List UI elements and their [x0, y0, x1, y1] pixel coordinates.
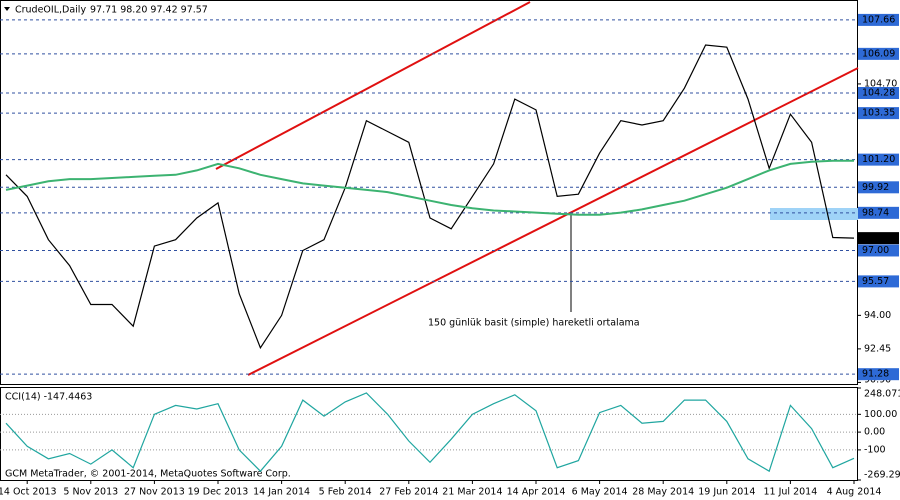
ohlc: 97.71 98.20 97.42 97.57: [90, 5, 208, 16]
x-tick-label: 14 Apr 2014: [507, 487, 566, 498]
channel-lower: [247, 67, 859, 376]
series-line: [5, 159, 854, 216]
level-label: 91.28: [862, 369, 889, 380]
menu-arrow: [4, 7, 10, 11]
current-box: [858, 232, 899, 245]
zone: [770, 208, 858, 220]
level-box: [858, 13, 899, 26]
cci-frame: [0, 387, 858, 481]
y-tick-label: 0.00: [864, 427, 885, 438]
x-tick-label: 14 Oct 2013: [0, 487, 57, 498]
level-box: [858, 47, 899, 60]
x-tick-label: 21 Mar 2014: [442, 487, 502, 498]
level-label: 107.66: [862, 14, 895, 25]
x-tick-label: 5 Feb 2014: [319, 487, 372, 498]
x-tick-label: 5 Nov 2013: [63, 487, 118, 498]
level-label: 99.92: [862, 182, 889, 193]
chart-title: CrudeOIL,Daily: [15, 5, 86, 16]
y-tick-label: 248.0712: [864, 389, 900, 400]
level-label: 106.09: [862, 48, 895, 59]
level-label: 101.20: [862, 154, 895, 165]
x-tick-label: 27 Feb 2014: [379, 487, 438, 498]
level-box: [858, 181, 899, 194]
level-label: 97.00: [862, 245, 889, 256]
current-label: 97.57: [862, 233, 889, 244]
series-line: [5, 44, 855, 350]
annotation: 150 günlük basit (simple) hareketli orta…: [428, 318, 640, 329]
y-tick-label: 100.00: [864, 409, 897, 420]
y-tick-label: -269.299: [864, 470, 900, 481]
level-box: [858, 368, 899, 381]
cci-title: CCI(14) -147.4463: [5, 392, 92, 403]
level-box: [858, 87, 899, 100]
x-tick-label: 14 Jan 2014: [253, 487, 310, 498]
level-label: 98.74: [862, 207, 889, 218]
x-tick-label: 19 Dec 2013: [188, 487, 249, 498]
x-tick-label: 4 Aug 2014: [827, 487, 882, 498]
price-frame: [0, 0, 858, 385]
y-tick-label: 92.45: [864, 343, 891, 354]
channel-upper: [215, 1, 531, 170]
y-tick-label: -100: [864, 444, 886, 455]
level-box: [858, 107, 899, 120]
level-box: [858, 244, 899, 257]
x-tick-label: 11 Jul 2014: [764, 487, 818, 498]
x-tick-label: 19 Jun 2014: [698, 487, 755, 498]
series-line: [5, 392, 855, 473]
y-tick-label: 104.70: [864, 78, 897, 89]
level-label: 104.28: [862, 88, 895, 99]
y-tick-label: 94.00: [864, 310, 891, 321]
level-box: [858, 153, 899, 166]
x-tick-label: 28 May 2014: [632, 487, 694, 498]
level-box: [858, 206, 899, 219]
x-tick-label: 27 Nov 2013: [124, 487, 185, 498]
level-label: 95.57: [862, 276, 889, 287]
level-box: [858, 275, 899, 288]
footer: GCM MetaTrader, © 2001-2014, MetaQuotes …: [5, 469, 291, 480]
level-label: 103.35: [862, 108, 895, 119]
x-tick-label: 6 May 2014: [572, 487, 628, 498]
